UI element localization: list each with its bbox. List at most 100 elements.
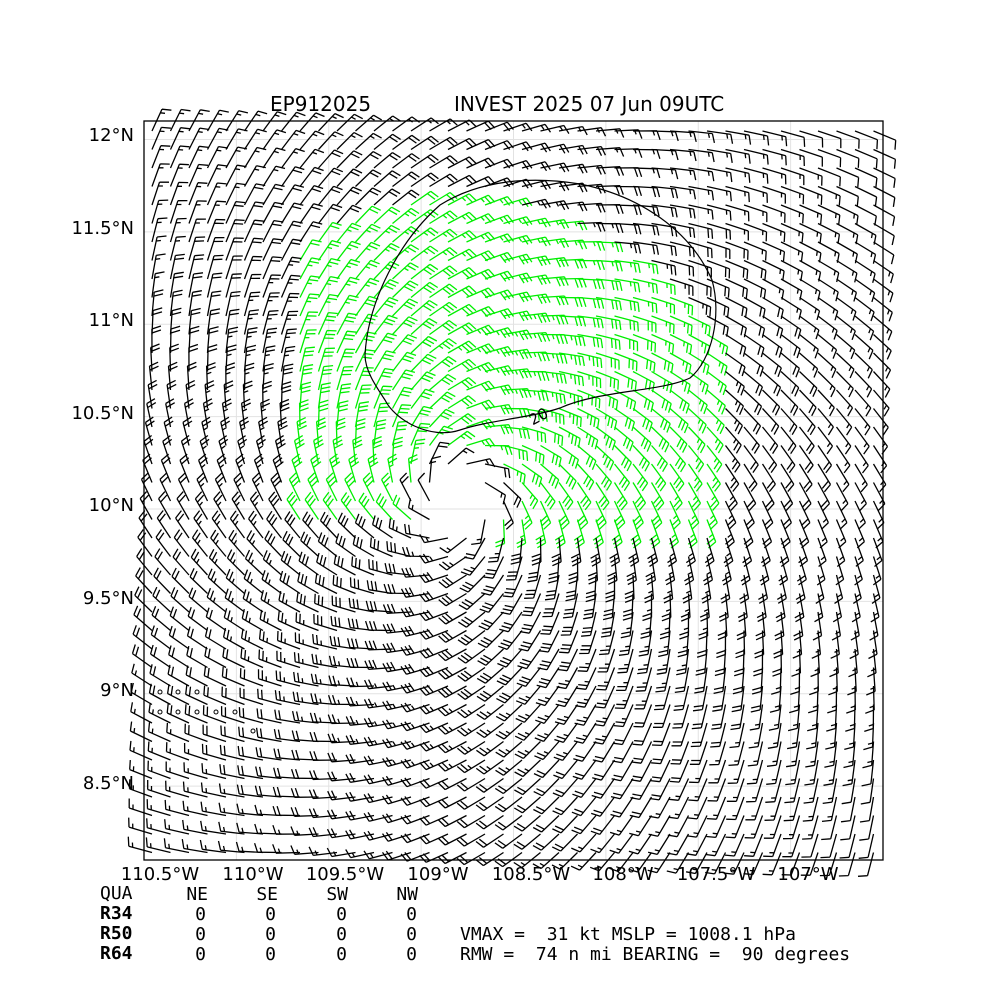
wind-barb [272, 824, 301, 835]
wind-barb [382, 681, 412, 692]
wind-barb [226, 549, 245, 576]
wind-barb-strong [614, 426, 634, 452]
wind-barb [725, 222, 749, 241]
wind-barb [706, 148, 733, 164]
wind-barb [205, 362, 216, 391]
wind-barb-strong [503, 216, 533, 226]
wind-barb [640, 611, 653, 639]
wind-barb [243, 128, 267, 150]
wind-barb [299, 112, 325, 132]
wind-barb [822, 778, 838, 805]
table-row-label: R50 [100, 923, 133, 944]
wind-barb [743, 204, 768, 223]
wind-barb-strong [558, 482, 574, 511]
wind-barb [129, 760, 153, 780]
table-header-se: SE [256, 884, 278, 905]
wind-barb-strong [576, 500, 589, 530]
wind-barb [648, 815, 671, 837]
wind-barb [256, 708, 282, 724]
wind-barb [147, 760, 171, 780]
wind-barb [762, 315, 784, 339]
wind-barb [383, 583, 412, 595]
wind-barb-strong [577, 259, 606, 270]
wind-barb-strong [706, 352, 728, 376]
wind-barb [873, 334, 892, 360]
wind-barb [503, 159, 533, 170]
wind-barb [231, 491, 246, 520]
wind-barb [166, 703, 190, 724]
wind-barb [312, 634, 338, 650]
wind-barb [241, 608, 264, 632]
contour-label: 20 [526, 404, 551, 429]
wind-barb [812, 611, 823, 641]
wind-barb [456, 759, 486, 774]
wind-barb-strong [706, 333, 729, 357]
wind-barb [346, 677, 375, 688]
wind-barb [129, 740, 153, 761]
wind-barb-strong [375, 493, 393, 520]
wind-barb [400, 758, 430, 769]
wind-barb [202, 398, 213, 428]
wind-barb [262, 129, 287, 150]
wind-barb [262, 165, 286, 187]
wind-barb [632, 241, 660, 255]
wind-barb-strong [466, 437, 496, 448]
wind-barb [725, 815, 745, 839]
wind-barb [328, 675, 356, 687]
wind-barb [743, 296, 766, 319]
wind-barb-strong [354, 295, 379, 317]
wind-barb [706, 241, 731, 259]
wind-barb [336, 186, 362, 206]
wind-barb-strong [521, 370, 550, 381]
wind-barb [634, 685, 653, 710]
wind-barb-strong [632, 296, 658, 314]
wind-barb [762, 185, 786, 204]
wind-barb [151, 108, 172, 132]
wind-barb [729, 722, 745, 749]
wind-barb [854, 278, 876, 303]
wind-barb [309, 751, 338, 761]
wind-barb [392, 153, 420, 169]
wind-barb-strong [503, 426, 531, 440]
wind-barb [826, 704, 838, 732]
wind-barb-strong [614, 315, 639, 332]
wind-barb [171, 567, 190, 594]
wind-barb [593, 722, 616, 745]
wind-barb-strong [447, 267, 477, 280]
wind-barb [400, 663, 430, 675]
wind-barb [854, 389, 872, 417]
wind-barb-strong [410, 405, 433, 428]
wind-barb [220, 725, 245, 743]
wind-barb [243, 165, 266, 187]
wind-barb [607, 556, 618, 585]
wind-barb [291, 710, 319, 724]
wind-barb [400, 833, 430, 844]
wind-barb [572, 759, 597, 780]
wind-barb [419, 647, 449, 659]
wind-barb [676, 648, 690, 676]
wind-barb [392, 189, 420, 206]
wind-barb [201, 763, 227, 780]
lon-tick-label: 108°W [592, 864, 654, 885]
wind-barb [165, 780, 190, 798]
wind-barb [151, 289, 164, 317]
wind-barb [179, 453, 190, 483]
wind-barb [346, 658, 375, 669]
wind-barb [785, 759, 801, 786]
wind-barb [524, 574, 542, 599]
wind-barb-strong [484, 195, 515, 206]
wind-barb [258, 416, 269, 446]
wind-barb-strong [447, 358, 477, 373]
wind-barb [299, 148, 325, 169]
wind-barb [167, 361, 178, 391]
wind-barb-strong [613, 482, 628, 511]
table-header-qua: QUA [100, 883, 133, 904]
wind-barb [780, 167, 805, 186]
wind-barb [447, 174, 477, 188]
wind-barb [632, 722, 653, 746]
wind-barb [476, 667, 504, 684]
wind-barb-strong [392, 226, 420, 243]
wind-barb [605, 575, 616, 603]
wind-barb [651, 167, 679, 180]
wind-barb [447, 137, 477, 151]
